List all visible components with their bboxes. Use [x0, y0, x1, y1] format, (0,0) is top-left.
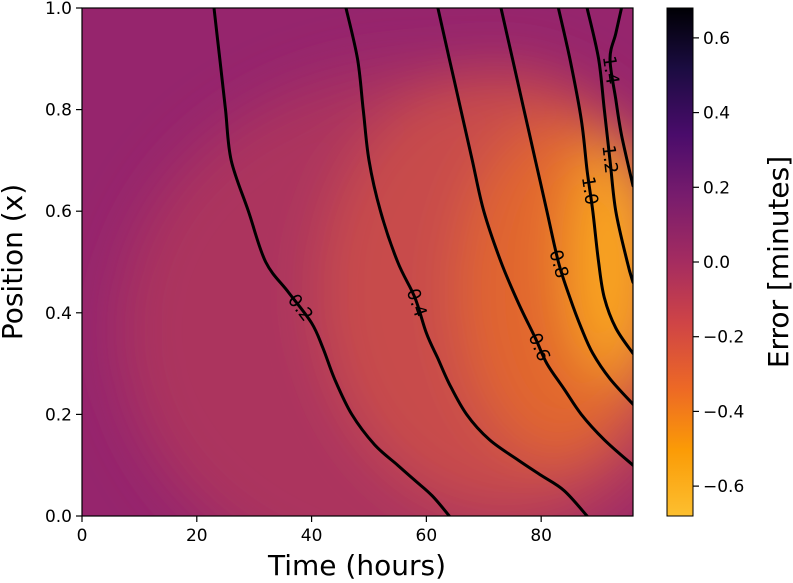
- y-tick-label: 1.0: [45, 0, 72, 19]
- colorbar-tick-label: −0.6: [703, 477, 744, 497]
- colorbar-tick-label: 0.6: [703, 29, 730, 49]
- y-tick-label: 0.6: [45, 202, 72, 222]
- contour-label-1.2: 1.2: [597, 144, 621, 175]
- colorbar-ticks: 0.6 0.4 0.2 0.0 −0.2 −0.4 −0.6: [693, 29, 744, 497]
- contour-label-group: 1.4: [598, 54, 623, 85]
- colorbar-tick-label: 0.2: [703, 178, 730, 198]
- contour-line-1.2: [585, 8, 633, 284]
- y-tick-label: 0.2: [45, 405, 72, 425]
- contour-line-1.0: [556, 8, 633, 355]
- x-tick-label: 20: [186, 526, 208, 546]
- y-tick-label: 0.8: [45, 101, 72, 121]
- colorbar-tick-label: −0.4: [703, 402, 744, 422]
- colorbar-tick-label: 0.0: [703, 253, 730, 273]
- contour-line-0.2: [212, 8, 451, 516]
- colorbar-gradient: [666, 7, 694, 517]
- colorbar-tick-label: 0.4: [703, 104, 730, 124]
- contour-lines: [212, 8, 633, 516]
- contour-line-0.4: [344, 8, 589, 516]
- contour-line-1.4: [608, 8, 633, 188]
- heatmap-field: [82, 8, 633, 516]
- contour-label-1.4: 1.4: [598, 54, 623, 85]
- x-axis-ticks: 0 20 40 60 80: [77, 516, 552, 546]
- y-tick-label: 0.0: [45, 507, 72, 527]
- y-axis-label: Position (x): [0, 184, 29, 340]
- contour-label-group: 1.0: [577, 175, 602, 206]
- plot-frame: [81, 7, 634, 517]
- colorbar: 0.6 0.4 0.2 0.0 −0.2 −0.4 −0.6 Error [minutes]: [666, 7, 793, 517]
- y-axis-ticks: 0.0 0.2 0.4 0.6 0.8 1.0: [45, 0, 82, 527]
- contour-label-group: 1.2: [597, 144, 621, 175]
- colorbar-tick-label: −0.2: [703, 328, 744, 348]
- x-tick-label: 60: [416, 526, 438, 546]
- x-tick-label: 40: [301, 526, 323, 546]
- x-axis-label: Time (hours): [267, 549, 446, 582]
- x-tick-label: 80: [530, 526, 552, 546]
- x-tick-label: 0: [77, 526, 88, 546]
- colorbar-label: Error [minutes]: [762, 156, 793, 368]
- contour-line-0.6: [436, 8, 633, 467]
- y-tick-label: 0.4: [45, 304, 72, 324]
- contour-line-0.8: [499, 8, 633, 406]
- contour-label-1.0: 1.0: [577, 175, 602, 206]
